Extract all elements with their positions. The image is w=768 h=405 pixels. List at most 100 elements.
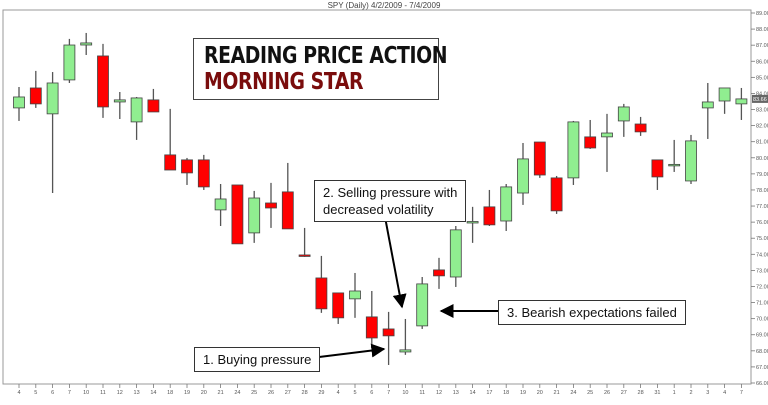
candle (449, 225, 462, 287)
x-tick-label: 24 (234, 390, 240, 396)
y-tick-label: 73.00 (756, 268, 768, 274)
plot-frame (2, 9, 752, 385)
x-tick-label: 3 (706, 390, 709, 396)
x-tick-label: 4 (17, 390, 20, 396)
x-tick-label: 27 (621, 390, 627, 396)
x-tick-label: 19 (184, 390, 190, 396)
x-tick-label: 7 (740, 390, 743, 396)
candle (315, 255, 328, 313)
candle (651, 159, 664, 190)
chart-title: SPY (Daily) 4/2/2009 - 7/4/2009 (327, 1, 441, 10)
candle-body (517, 158, 529, 194)
x-tick-label: 20 (537, 390, 543, 396)
title-line2: MORNING STAR (204, 69, 364, 95)
candle-body (164, 154, 177, 171)
y-tick-label: 89.00 (756, 11, 768, 17)
candle-body (651, 159, 664, 178)
candle (298, 227, 311, 257)
annotation-text: 2. Selling pressure with (323, 185, 458, 200)
candle (181, 157, 193, 185)
x-tick-label: 31 (654, 390, 660, 396)
x-tick-label: 18 (503, 390, 509, 396)
candle (265, 182, 277, 228)
candle-body (181, 159, 193, 174)
candle (197, 154, 210, 190)
candle-body (113, 99, 126, 103)
candle-body (265, 202, 277, 209)
candle-body (399, 349, 412, 353)
candle (113, 91, 126, 120)
x-tick-label: 12 (436, 390, 442, 396)
x-tick-label: 14 (470, 390, 476, 396)
candle-body (46, 82, 59, 115)
x-tick-label: 5 (34, 390, 37, 396)
candle-body (13, 96, 25, 109)
candle-body (533, 141, 546, 176)
candle-body (80, 42, 93, 46)
candle-body (735, 98, 748, 105)
title-line1: READING PRICE ACTION (204, 43, 448, 69)
x-tick-label: 4 (337, 390, 340, 396)
candle-body (332, 292, 345, 319)
annotation-text: 3. Bearish expectations failed (507, 305, 677, 320)
x-tick-label: 7 (387, 390, 390, 396)
y-tick-label: 78.00 (756, 188, 768, 194)
candle (517, 142, 529, 205)
title-box: READING PRICE ACTION MORNING STAR (193, 38, 448, 100)
x-tick-label: 13 (134, 390, 140, 396)
candle (164, 108, 177, 171)
candle-body (382, 328, 395, 337)
candle-body (29, 87, 42, 105)
x-tick-label: 10 (402, 390, 408, 396)
candle (483, 189, 496, 226)
arrow-buying-pressure (310, 343, 386, 359)
x-tick-label: 28 (302, 390, 308, 396)
candle (617, 103, 630, 137)
candle (147, 88, 160, 113)
candle (550, 175, 563, 214)
candle-body (197, 159, 210, 188)
y-tick-label: 67.00 (756, 365, 768, 371)
x-tick-label: 17 (486, 390, 492, 396)
annotation-selling-pressure: 2. Selling pressure with decreased volat… (314, 180, 467, 222)
candle (567, 120, 580, 185)
candle (80, 32, 93, 55)
candle-body (685, 140, 697, 182)
candle (349, 272, 361, 318)
y-tick-label: 76.00 (756, 220, 768, 226)
candle-body (567, 121, 580, 179)
annotation-buying-pressure: 1. Buying pressure (194, 347, 321, 372)
candle-body (281, 191, 294, 230)
candle-body (584, 136, 597, 149)
y-tick-label: 85.00 (756, 75, 768, 81)
y-tick-label: 83.00 (756, 108, 768, 114)
x-tick-label: 24 (570, 390, 576, 396)
candle-body (668, 163, 681, 167)
annotation-bearish-failed: 3. Bearish expectations failed (498, 300, 686, 325)
candle (248, 190, 261, 243)
x-tick-label: 5 (353, 390, 356, 396)
candle-body (315, 277, 328, 310)
candle-body (500, 186, 513, 222)
x-tick-label: 28 (638, 390, 644, 396)
y-tick-label: 77.00 (756, 204, 768, 210)
candle-body (617, 106, 630, 122)
candle (13, 87, 25, 121)
x-tick-label: 14 (150, 390, 156, 396)
candle (130, 96, 143, 140)
x-tick-label: 13 (453, 390, 459, 396)
y-tick-label: 71.00 (756, 301, 768, 307)
candle-body (601, 132, 613, 138)
candle (63, 38, 76, 83)
candle (634, 116, 647, 136)
candle (231, 184, 244, 245)
x-tick-label: 7 (68, 390, 71, 396)
candle-body (248, 197, 261, 234)
x-tick-label: 1 (673, 390, 676, 396)
x-tick-label: 19 (520, 390, 526, 396)
x-tick-label: 6 (51, 390, 54, 396)
x-tick-label: 12 (117, 390, 123, 396)
candle-body (718, 87, 731, 102)
candle-body (349, 290, 361, 300)
